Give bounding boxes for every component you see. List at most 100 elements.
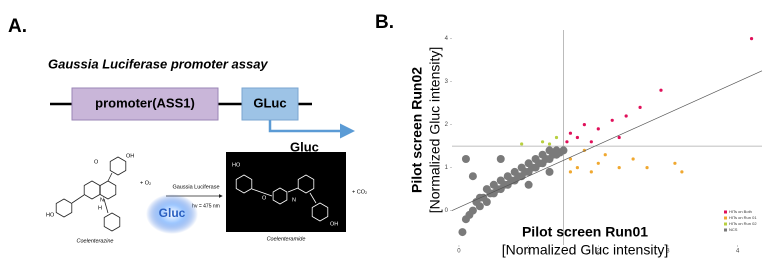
legend-label: NCS [729, 227, 738, 232]
point [568, 170, 573, 174]
point [554, 135, 559, 140]
oxygen-label: + O₂ [140, 180, 151, 186]
x-tick-label: 1 [527, 249, 531, 255]
point [596, 161, 600, 165]
panel-label: B. [375, 12, 394, 33]
y-tick-label: 4 [445, 36, 449, 42]
point [582, 123, 586, 127]
trendline [451, 70, 763, 211]
x-tick-label: 0 [457, 249, 461, 255]
ring [83, 180, 101, 200]
glow [146, 194, 198, 234]
x-axis-label: [Normalized Gluc intensity] [502, 242, 669, 258]
point [545, 167, 554, 176]
atom-label: N [292, 197, 296, 203]
bond [107, 172, 113, 182]
co2-label: + CO₂ [352, 189, 367, 195]
legend-swatch [724, 216, 727, 220]
y-axis-label: [Normalized Gluc intensity] [427, 47, 443, 214]
assay-title: Gaussia Luciferase promoter assay [48, 56, 268, 71]
ring [297, 174, 315, 194]
point [468, 206, 477, 215]
bond [103, 198, 109, 214]
atom-label: OH [330, 221, 338, 227]
product-name: Coelenteramide [267, 236, 306, 242]
atom-label: HO [46, 212, 55, 218]
point [575, 135, 579, 140]
point [496, 155, 505, 163]
point [659, 88, 663, 92]
point [589, 140, 593, 144]
legend-label: HITs on Run 01 [729, 215, 757, 220]
point [680, 170, 684, 174]
point [589, 170, 593, 174]
point [631, 157, 635, 161]
expression-arrow [268, 120, 355, 139]
point [520, 142, 524, 146]
point [458, 228, 467, 237]
atom-label: O [94, 159, 99, 165]
substrate-label: Coelenterazine [77, 238, 114, 244]
point [596, 127, 600, 131]
point [603, 153, 607, 157]
atom-label: HO [232, 162, 241, 168]
legend-label: HITs on Both [729, 209, 752, 214]
light-label: hv = 475 nm [192, 203, 220, 209]
atom-label: H [98, 205, 102, 211]
ring [235, 174, 253, 194]
point [565, 140, 569, 144]
point [568, 131, 573, 135]
bond [309, 192, 317, 204]
ring [109, 156, 127, 176]
point [540, 140, 545, 144]
reporter-label: GLuc [253, 95, 286, 110]
bond [287, 187, 299, 193]
point [617, 166, 621, 170]
point [749, 37, 754, 41]
legend-swatch [724, 228, 727, 232]
point [645, 166, 649, 170]
product-panel [226, 152, 346, 232]
point [547, 142, 552, 146]
ring [99, 180, 117, 200]
point [475, 202, 484, 211]
y-tick-label: 0 [445, 208, 449, 214]
y-axis-label: Pilot screen Run02 [409, 67, 425, 193]
panel-label: A. [8, 16, 27, 37]
glow-label: Gluc [159, 206, 186, 220]
x-tick-label: 4 [736, 249, 740, 255]
x-tick-label: 3 [666, 249, 670, 255]
bond [71, 194, 85, 204]
ring [272, 187, 288, 205]
point [610, 118, 614, 122]
y-tick-label: 2 [445, 122, 449, 128]
product-molecule [235, 174, 329, 222]
y-tick-label: 1 [445, 165, 449, 171]
point [524, 180, 533, 189]
product-label: Gluc [290, 139, 319, 154]
point [617, 135, 621, 140]
point [468, 172, 477, 181]
legend-swatch [724, 222, 727, 226]
atom-label: N [100, 197, 104, 203]
x-axis-label: Pilot screen Run01 [522, 224, 648, 240]
point [638, 105, 642, 109]
promoter-box [71, 87, 219, 121]
ring [55, 198, 73, 218]
point [559, 146, 568, 155]
atom-label: O [262, 195, 267, 201]
atom-label: OH [126, 153, 134, 159]
bond [251, 188, 273, 197]
reporter-box [241, 87, 299, 121]
point [568, 157, 573, 161]
y-tick-label: 3 [445, 79, 449, 85]
legend-swatch [724, 210, 727, 214]
legend-label: HITs on Run 02 [729, 221, 757, 226]
point [624, 114, 628, 118]
point [482, 198, 491, 206]
promoter-label: promoter(ASS1) [95, 95, 195, 110]
enzyme-label: Gaussia Luciferase [172, 184, 219, 190]
ring [103, 212, 121, 232]
